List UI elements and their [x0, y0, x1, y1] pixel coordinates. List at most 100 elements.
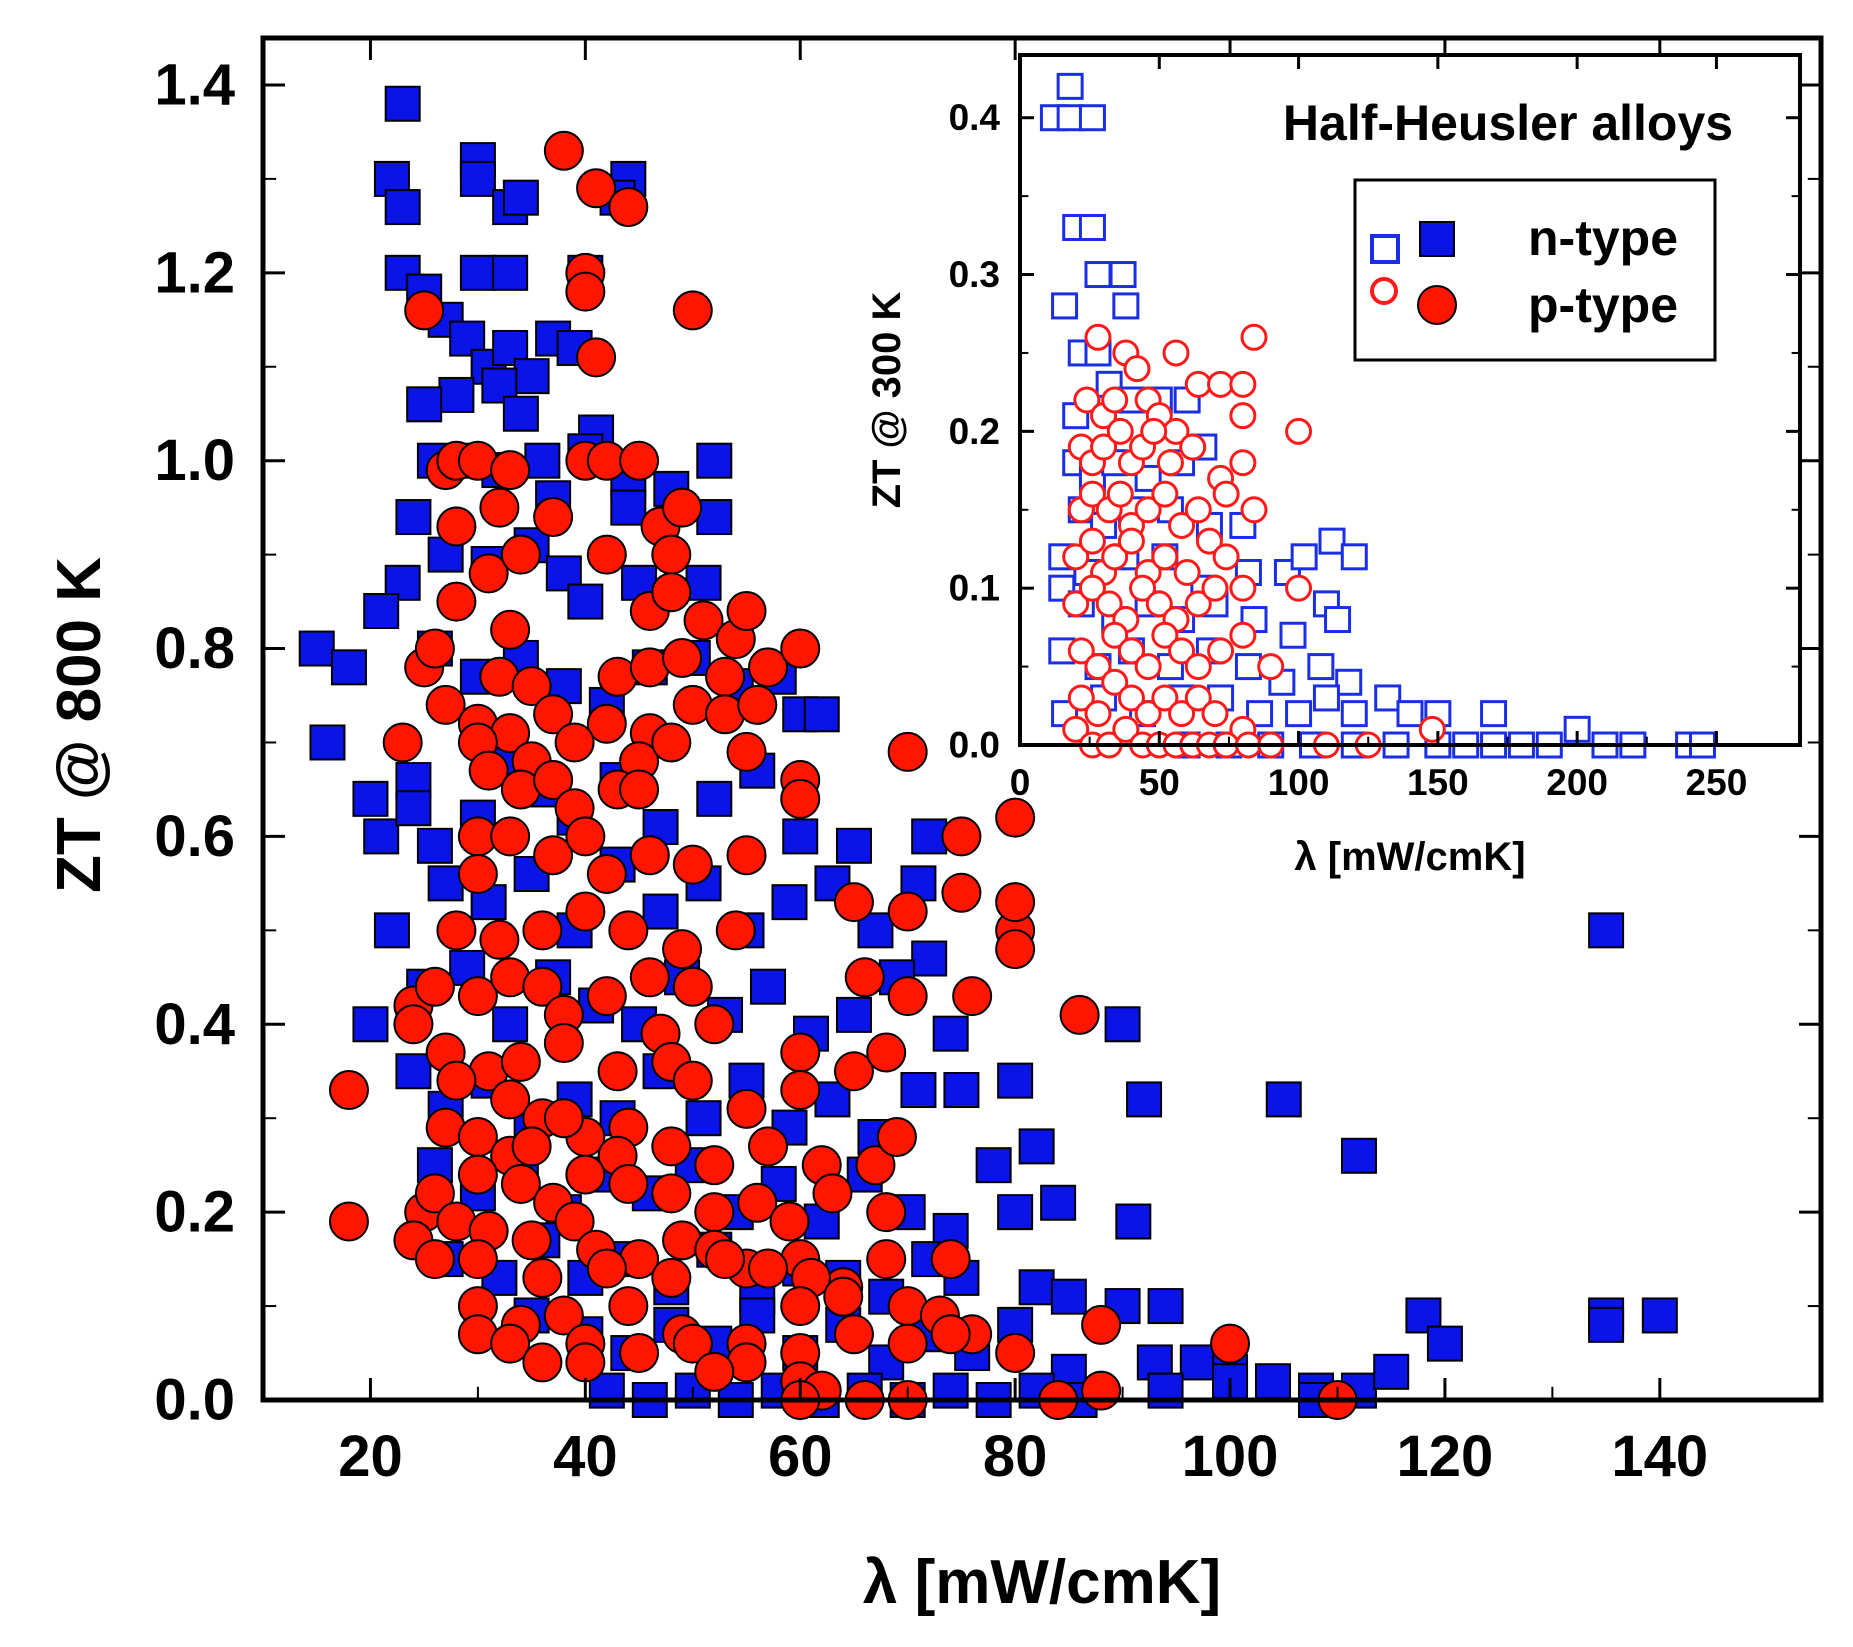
- main-n-type-point: [771, 884, 808, 921]
- main-p-type-point: [479, 487, 520, 528]
- inset-p-type-point: [1123, 355, 1151, 383]
- main-y-axis-label: ZT @ 800 K: [45, 557, 114, 893]
- main-p-type-point: [1081, 1304, 1122, 1345]
- main-p-type-point: [930, 1314, 971, 1355]
- inset-p-type-point: [1184, 684, 1212, 712]
- inset-p-type-point: [1257, 653, 1285, 681]
- main-n-type-point: [395, 1053, 432, 1090]
- main-n-type-point: [610, 489, 647, 526]
- main-n-type-point: [1179, 1344, 1216, 1381]
- main-p-type-point: [619, 1333, 660, 1374]
- main-n-type-point: [1126, 1081, 1163, 1118]
- main-p-type-point: [543, 1295, 584, 1336]
- main-y-tick-label: 1.4: [154, 52, 235, 117]
- main-p-type-point: [629, 835, 670, 876]
- main-n-type-point: [384, 85, 421, 122]
- main-p-type-point: [855, 1145, 896, 1186]
- main-n-type-point: [911, 940, 948, 977]
- legend-n-open-square-icon: [1370, 234, 1400, 264]
- inset-p-type-point: [1285, 417, 1313, 445]
- main-p-type-point: [812, 1173, 853, 1214]
- main-p-type-point: [522, 966, 563, 1007]
- main-p-type-point: [672, 1060, 713, 1101]
- main-p-type-point: [748, 1126, 789, 1167]
- main-n-type-point: [1018, 1269, 1055, 1306]
- main-x-tick-label: 40: [553, 1424, 618, 1489]
- main-p-type-point: [543, 1023, 584, 1064]
- inset-p-type-point: [1084, 700, 1112, 728]
- main-n-type-point: [1040, 1184, 1077, 1221]
- main-n-type-point: [449, 320, 486, 357]
- inset-x-tick-label: 200: [1546, 762, 1608, 803]
- legend-n-type-label: n-type: [1528, 210, 1678, 266]
- main-p-type-point: [404, 290, 445, 331]
- main-y-tick-label: 0.0: [154, 1368, 235, 1433]
- main-p-type-point: [543, 1098, 584, 1139]
- inset-p-type-point: [1078, 527, 1106, 555]
- inset-n-type-point: [1078, 104, 1106, 132]
- main-p-type-point: [694, 1192, 735, 1233]
- main-n-type-point: [567, 583, 604, 620]
- inset-p-type-point: [1145, 590, 1173, 618]
- main-p-type-point: [608, 187, 649, 228]
- main-p-type-point: [468, 553, 509, 594]
- main-p-type-point: [662, 637, 703, 678]
- main-n-type-point: [750, 968, 787, 1005]
- legend-p-open-circle-icon: [1370, 277, 1398, 305]
- inset-p-type-point: [1240, 496, 1268, 524]
- main-y-tick-label: 0.6: [154, 804, 235, 869]
- main-x-tick-label: 100: [1182, 1424, 1279, 1489]
- main-p-type-point: [490, 1079, 531, 1120]
- main-n-type-point: [696, 780, 733, 817]
- inset-n-type-point: [1396, 700, 1424, 728]
- inset-p-type-point: [1106, 480, 1134, 508]
- main-p-type-point: [565, 1342, 606, 1383]
- main-p-type-point: [414, 628, 455, 669]
- main-p-type-point: [500, 534, 541, 575]
- inset-p-type-point: [1106, 417, 1134, 445]
- main-x-tick-label: 80: [983, 1424, 1048, 1489]
- main-p-type-point: [436, 910, 477, 951]
- inset-y-tick-label: 0.2: [949, 411, 1000, 452]
- inset-p-type-point: [1229, 621, 1257, 649]
- main-p-type-point: [780, 628, 821, 669]
- main-p-type-point: [511, 666, 552, 707]
- inset-p-type-point: [1212, 480, 1240, 508]
- main-y-tick-label: 0.4: [154, 992, 235, 1057]
- main-n-type-point: [502, 395, 539, 432]
- inset-p-type-point: [1101, 386, 1129, 414]
- main-n-type-point: [309, 724, 346, 761]
- inset-p-type-point: [1084, 653, 1112, 681]
- main-n-type-point: [492, 1006, 529, 1043]
- main-n-type-point: [975, 1147, 1012, 1184]
- main-p-type-point: [586, 534, 627, 575]
- main-p-type-point: [651, 1126, 692, 1167]
- main-p-type-point: [457, 976, 498, 1017]
- main-p-type-series: [328, 130, 1358, 1420]
- inset-p-type-point: [1129, 574, 1157, 602]
- inset-p-type-point: [1229, 574, 1257, 602]
- main-n-type-point: [685, 564, 722, 601]
- main-p-type-point: [672, 290, 713, 331]
- inset-p-type-point: [1229, 370, 1257, 398]
- main-p-type-point: [833, 1314, 874, 1355]
- inset-p-type-point: [1207, 637, 1235, 665]
- legend-n-filled-square-icon: [1419, 221, 1455, 257]
- main-n-type-point: [1104, 1006, 1141, 1043]
- inset-p-type-point: [1156, 449, 1184, 477]
- inset-n-type-point: [1048, 574, 1076, 602]
- main-n-type-point: [835, 996, 872, 1033]
- main-p-type-point: [694, 1004, 735, 1045]
- inset-p-type-point: [1184, 653, 1212, 681]
- inset-x-axis-ticks: 0 50 100 150 200 250: [1010, 55, 1747, 803]
- main-p-type-point: [565, 816, 606, 857]
- main-p-type-point: [694, 1145, 735, 1186]
- main-p-type-point: [672, 966, 713, 1007]
- inset-p-type-point: [1101, 543, 1129, 571]
- main-p-type-point: [554, 1201, 595, 1242]
- inset-n-type-point: [1051, 292, 1079, 320]
- main-p-type-point: [586, 853, 627, 894]
- main-n-type-point: [373, 912, 410, 949]
- main-p-type-point: [887, 976, 928, 1017]
